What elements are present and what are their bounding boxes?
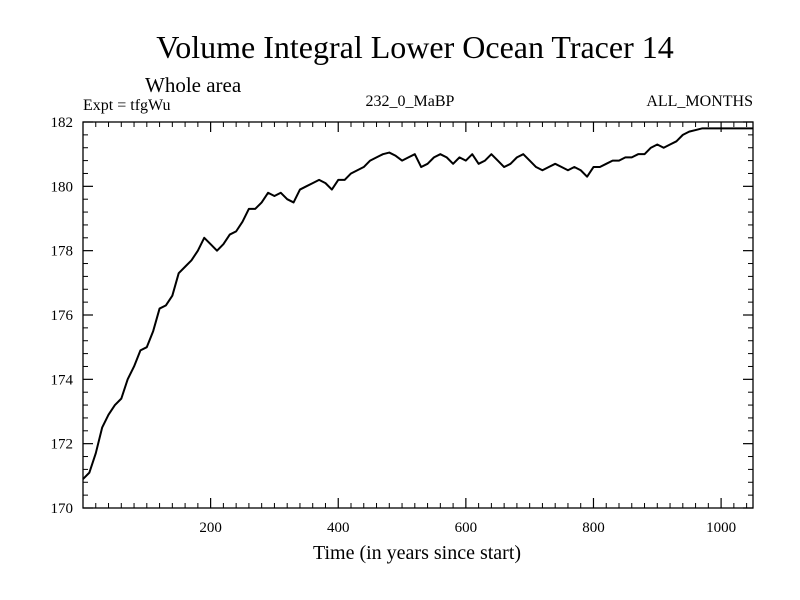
axis-ticks [83, 121, 753, 509]
tick-labels: 200 400 600 800 1000 170 172 174 176 178 180 182 [51, 115, 737, 536]
months-label: ALL_MONTHS [646, 93, 753, 110]
x-tick-label: 200 [199, 520, 222, 536]
y-tick-label: 178 [51, 244, 74, 260]
plot-frame [82, 121, 754, 509]
x-tick-label: 800 [582, 520, 605, 536]
data-series-line [82, 127, 753, 480]
experiment-label: Expt = tfgWu [83, 97, 170, 114]
chart-title: Volume Integral Lower Ocean Tracer 14 [156, 29, 673, 65]
y-tick-label: 182 [51, 115, 74, 131]
x-tick-label: 1000 [706, 520, 736, 536]
y-tick-label: 174 [51, 372, 74, 388]
plot-area: 200 400 600 800 1000 170 172 174 176 178 180 182 [51, 115, 754, 536]
y-tick-label: 176 [51, 308, 74, 324]
period-label: 232_0_MaBP [366, 93, 455, 110]
x-tick-label: 600 [455, 520, 478, 536]
x-tick-label: 400 [327, 520, 350, 536]
x-axis-label: Time (in years since start) [313, 542, 521, 564]
chart-subtitle: Whole area [145, 73, 242, 97]
y-tick-label: 170 [51, 501, 74, 517]
y-tick-label: 180 [51, 179, 74, 195]
y-tick-label: 172 [51, 437, 74, 453]
